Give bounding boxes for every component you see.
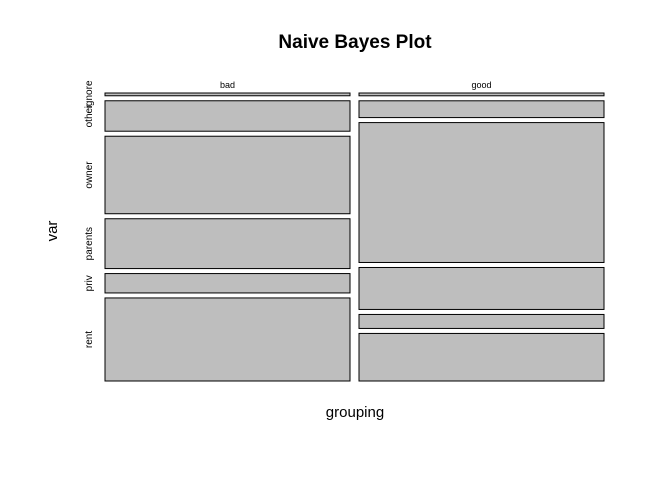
mosaic-cell-good-other — [358, 100, 605, 119]
mosaic-cell-good-rent — [358, 332, 605, 382]
mosaic-cell-bad-owner — [104, 135, 351, 215]
column-label-bad: bad — [220, 80, 235, 90]
mosaic-cell-bad-ignore — [104, 92, 351, 97]
row-label-rent: rent — [84, 331, 95, 348]
row-label-owner: owner — [84, 161, 95, 189]
y-axis-label: var — [44, 221, 61, 242]
row-label-parents: parents — [84, 227, 95, 260]
x-axis-label: grouping — [326, 404, 384, 421]
row-label-priv: priv — [84, 275, 95, 291]
mosaic-cell-bad-rent — [104, 297, 351, 382]
mosaic-cell-good-ignore — [358, 92, 605, 97]
mosaic-cell-bad-parents — [104, 218, 351, 270]
row-label-other: other — [84, 104, 95, 127]
mosaic-cell-bad-other — [104, 100, 351, 132]
mosaic-cell-bad-priv — [104, 273, 351, 294]
chart-title: Naive Bayes Plot — [278, 32, 432, 53]
row-label-ignore: ignore — [84, 80, 95, 108]
mosaic-cell-good-priv — [358, 313, 605, 329]
column-label-good: good — [471, 80, 491, 90]
mosaic-cell-good-owner — [358, 122, 605, 263]
mosaic-cell-good-parents — [358, 266, 605, 310]
